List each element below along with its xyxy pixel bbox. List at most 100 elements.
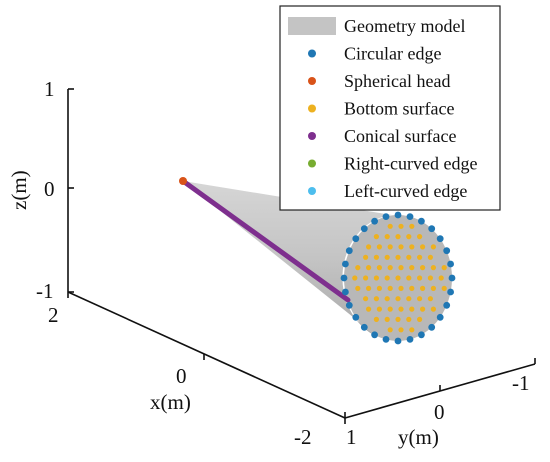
circular-edge-point bbox=[345, 247, 353, 255]
y-tick-label-0: 0 bbox=[434, 400, 445, 424]
bottom-surface-point bbox=[363, 296, 369, 302]
circular-edge-point bbox=[447, 260, 454, 268]
bottom-surface-point bbox=[409, 244, 415, 250]
bottom-surface-point bbox=[363, 275, 369, 281]
legend-entry: Right-curved edge bbox=[308, 154, 477, 174]
circular-edge-point bbox=[371, 331, 378, 339]
x-axis-label: x(m) bbox=[150, 390, 191, 414]
bottom-surface-point bbox=[373, 234, 379, 240]
legend-entry: Geometry model bbox=[288, 16, 465, 36]
z-tick-label-neg1: -1 bbox=[36, 279, 54, 303]
bottom-surface-point bbox=[387, 244, 393, 250]
bottom-surface-point bbox=[398, 285, 404, 291]
circular-edge-point bbox=[360, 323, 368, 331]
legend-label: Geometry model bbox=[344, 16, 465, 36]
bottom-surface-point bbox=[406, 234, 412, 240]
bottom-surface-point bbox=[366, 306, 372, 312]
legend-entry: Bottom surface bbox=[308, 99, 454, 119]
legend-marker bbox=[308, 187, 316, 195]
z-tick-label-1: 1 bbox=[44, 77, 55, 101]
bottom-surface-point bbox=[387, 285, 393, 291]
legend-label: Right-curved edge bbox=[344, 154, 477, 174]
bottom-surface-point bbox=[366, 285, 372, 291]
circular-edge-point bbox=[443, 301, 451, 309]
bottom-surface-point bbox=[376, 306, 382, 312]
circular-edge-point bbox=[340, 274, 348, 282]
z-axis-label: z(m) bbox=[7, 170, 31, 210]
bottom-surface-point bbox=[406, 316, 412, 322]
legend-marker bbox=[308, 132, 316, 140]
circular-edge-point bbox=[382, 213, 390, 221]
circular-edge-point bbox=[342, 260, 349, 268]
x-axis-line bbox=[67, 291, 346, 419]
bottom-surface-point bbox=[420, 306, 426, 312]
y-tick-label-1: 1 bbox=[346, 425, 357, 449]
legend-entry: Circular edge bbox=[308, 44, 441, 64]
bottom-surface-point bbox=[427, 296, 433, 302]
circular-edge-point bbox=[406, 336, 414, 343]
x-tick-label-2: 2 bbox=[48, 303, 59, 327]
bottom-surface-point bbox=[441, 285, 447, 291]
legend-marker bbox=[308, 104, 316, 113]
bottom-surface-point bbox=[417, 316, 423, 322]
bottom-surface-point bbox=[363, 254, 369, 260]
legend-marker bbox=[308, 49, 316, 58]
bottom-surface-point bbox=[398, 265, 404, 271]
bottom-surface-point bbox=[409, 306, 415, 312]
bottom-surface-point bbox=[387, 306, 393, 312]
bottom-surface-point bbox=[355, 285, 361, 291]
bottom-surface-point bbox=[373, 275, 379, 281]
bottom-surface-point bbox=[417, 254, 423, 260]
x-tick-label-neg2: -2 bbox=[294, 425, 312, 449]
bottom-surface-point bbox=[409, 285, 415, 291]
circular-edge-point bbox=[345, 301, 353, 309]
bottom-surface-point bbox=[352, 275, 358, 281]
legend-label: Left-curved edge bbox=[344, 181, 467, 201]
bottom-surface-point bbox=[384, 296, 390, 302]
circular-edge-point bbox=[447, 288, 454, 296]
legend-entry: Conical surface bbox=[308, 126, 456, 146]
legend-box bbox=[279, 5, 501, 211]
bottom-surface-point bbox=[438, 275, 444, 281]
legend-entry: Spherical head bbox=[308, 71, 450, 91]
bottom-surface-point bbox=[395, 296, 401, 302]
legend-marker bbox=[308, 159, 316, 168]
circular-edge-point bbox=[428, 225, 436, 233]
circular-edge-point bbox=[406, 213, 414, 221]
bottom-surface-point bbox=[430, 306, 436, 312]
legend-swatch-surface bbox=[288, 17, 336, 35]
y-tick-label-neg1: -1 bbox=[512, 371, 530, 395]
bottom-surface-point bbox=[398, 327, 404, 333]
circular-edge-point bbox=[448, 274, 456, 282]
bottom-surface-point bbox=[441, 265, 447, 271]
bottom-surface-point bbox=[420, 265, 426, 271]
legend-label: Spherical head bbox=[344, 71, 450, 91]
bottom-surface-point bbox=[417, 275, 423, 281]
circular-edge-point bbox=[443, 247, 451, 255]
cone-layer bbox=[179, 177, 456, 345]
bottom-surface-point bbox=[384, 234, 390, 240]
bottom-surface-point bbox=[376, 244, 382, 250]
circular-edge-point bbox=[418, 217, 425, 225]
bottom-surface-point bbox=[373, 316, 379, 322]
bottom-surface-point bbox=[384, 316, 390, 322]
z-tick-label-0: 0 bbox=[44, 177, 55, 201]
circular-edge-point bbox=[428, 323, 436, 331]
bottom-surface-point bbox=[427, 254, 433, 260]
bottom-surface-point bbox=[417, 234, 423, 240]
bottom-surface-point bbox=[376, 285, 382, 291]
circular-edge-point bbox=[436, 235, 444, 243]
circular-edge-point bbox=[418, 331, 425, 339]
x-tick-label-0: 0 bbox=[176, 364, 187, 388]
bottom-surface-point bbox=[430, 244, 436, 250]
legend-marker bbox=[308, 77, 316, 85]
bottom-surface-point bbox=[387, 265, 393, 271]
bottom-surface-point bbox=[430, 265, 436, 271]
bottom-surface-point bbox=[366, 244, 372, 250]
circular-edge-point bbox=[352, 235, 360, 243]
circular-edge-points bbox=[340, 211, 456, 345]
bottom-surface-point bbox=[395, 254, 401, 260]
circular-edge-point bbox=[371, 217, 378, 225]
spherical-head-point bbox=[179, 177, 187, 185]
bottom-surface-point bbox=[384, 275, 390, 281]
